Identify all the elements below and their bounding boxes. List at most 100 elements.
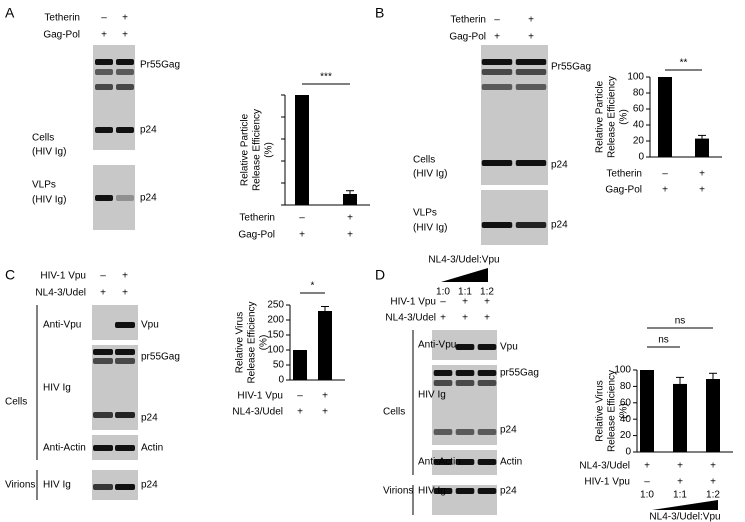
band — [477, 380, 497, 386]
condition-label: Tetherin — [44, 13, 80, 24]
y-label: Relative Virus Release Efficiency (%) — [595, 370, 630, 452]
condition-mark: – — [440, 297, 446, 308]
y-tick-label: 150 — [267, 330, 284, 341]
band — [116, 195, 134, 201]
band — [95, 127, 113, 133]
sig-label: ns — [658, 335, 669, 346]
blot-label: Cells — [5, 397, 27, 408]
error-bar — [698, 134, 706, 139]
blot-label: Pr55Gag — [551, 62, 591, 73]
band — [455, 370, 475, 376]
condition-label: Tetherin — [239, 213, 275, 224]
band — [115, 412, 135, 418]
condition-mark: + — [122, 271, 128, 282]
band — [515, 84, 547, 90]
condition-mark: – — [101, 13, 107, 24]
ratio: 1:1 — [673, 490, 687, 501]
y-tick-label: 100 — [267, 345, 284, 356]
sig-label: ** — [680, 58, 688, 69]
condition-mark: – — [100, 271, 106, 282]
condition-label: NL4-3/Udel — [385, 313, 436, 324]
blot-label: Actin — [500, 457, 522, 468]
condition-label: Gag-Pol — [605, 185, 642, 196]
y-label-line: Release Efficiency — [607, 370, 618, 452]
bar — [343, 194, 357, 205]
panel-letter: A — [5, 5, 15, 21]
condition-mark: + — [644, 461, 650, 472]
band — [433, 488, 453, 494]
band — [481, 59, 513, 65]
y-tick-label: 20 — [620, 430, 632, 441]
blot-label: pr55Gag — [500, 368, 539, 379]
y-tick-label: 250 — [267, 300, 284, 311]
ratio: 1:0 — [640, 490, 654, 501]
condition-mark: + — [677, 461, 683, 472]
blot-label: VLPs — [32, 180, 56, 191]
blot-label: p24 — [551, 160, 568, 171]
bar — [640, 370, 654, 452]
band — [433, 459, 453, 465]
condition-mark: + — [322, 407, 328, 418]
bar — [706, 379, 720, 452]
blot-label: (HIV Ig) — [32, 195, 66, 206]
blot-label: HIV Ig — [418, 486, 446, 497]
band — [455, 344, 475, 350]
blot-label: HIV Ig — [418, 390, 446, 401]
blot-label: Vpu — [500, 342, 518, 353]
band — [115, 349, 135, 355]
band — [115, 445, 135, 451]
condition-mark: + — [100, 288, 106, 299]
y-tick-label: 100 — [614, 365, 631, 376]
condition-label: NL4-3/Udel — [35, 288, 86, 299]
band — [481, 69, 513, 75]
condition-mark: + — [299, 230, 305, 241]
band — [115, 484, 135, 490]
y-tick-label: 80 — [633, 88, 645, 99]
error-bar — [346, 190, 354, 194]
condition-mark: – — [662, 169, 668, 180]
band — [455, 459, 475, 465]
band — [481, 222, 513, 228]
y-tick-label: 200 — [267, 315, 284, 326]
condition-mark: + — [297, 407, 303, 418]
condition-mark: + — [122, 30, 128, 41]
condition-mark: + — [528, 15, 534, 26]
condition-mark: + — [347, 230, 353, 241]
blot-label: Anti-Vpu — [43, 320, 81, 331]
band — [455, 380, 475, 386]
band — [95, 195, 113, 201]
condition-mark: + — [710, 461, 716, 472]
band — [95, 69, 113, 75]
band — [477, 370, 497, 376]
blot-label: Cells — [383, 407, 405, 418]
blot-label: Vpu — [141, 320, 159, 331]
wedge — [441, 268, 488, 282]
band — [433, 380, 453, 386]
condition-label: HIV-1 Vpu — [40, 271, 86, 282]
y-label: Relative Particle Release Efficiency (%) — [240, 109, 275, 191]
band — [116, 127, 134, 133]
y-tick-label: 20 — [633, 136, 645, 147]
panel-letter: C — [5, 267, 15, 283]
blot — [481, 190, 548, 245]
condition-mark: – — [494, 15, 500, 26]
band — [515, 69, 547, 75]
ratio: 1:2 — [480, 287, 494, 298]
y-label-line: (%) — [619, 109, 630, 125]
band — [477, 344, 497, 350]
condition-mark: + — [699, 169, 705, 180]
condition-label: NL4-3/Udel — [579, 461, 630, 472]
y-label-line: (%) — [259, 335, 270, 351]
condition-mark: + — [662, 185, 668, 196]
band — [477, 429, 497, 435]
blot-label: pr55Gag — [141, 352, 180, 363]
condition-mark: + — [122, 288, 128, 299]
condition-mark: + — [101, 30, 107, 41]
condition-mark: + — [440, 313, 446, 324]
condition-label: Gag-Pol — [43, 30, 80, 41]
condition-mark: + — [122, 13, 128, 24]
y-label: Relative Virus Release Efficiency (%) — [235, 301, 270, 383]
y-label-line: Release Efficiency — [252, 109, 263, 191]
blot-label: Cells — [413, 155, 435, 166]
condition-label: NL4-3/Udel — [232, 407, 283, 418]
